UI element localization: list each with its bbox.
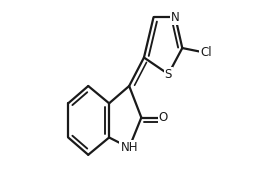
Text: NH: NH	[120, 141, 138, 154]
Text: Cl: Cl	[200, 46, 212, 59]
Text: O: O	[158, 111, 168, 124]
Text: S: S	[165, 68, 172, 81]
Text: N: N	[171, 11, 180, 24]
